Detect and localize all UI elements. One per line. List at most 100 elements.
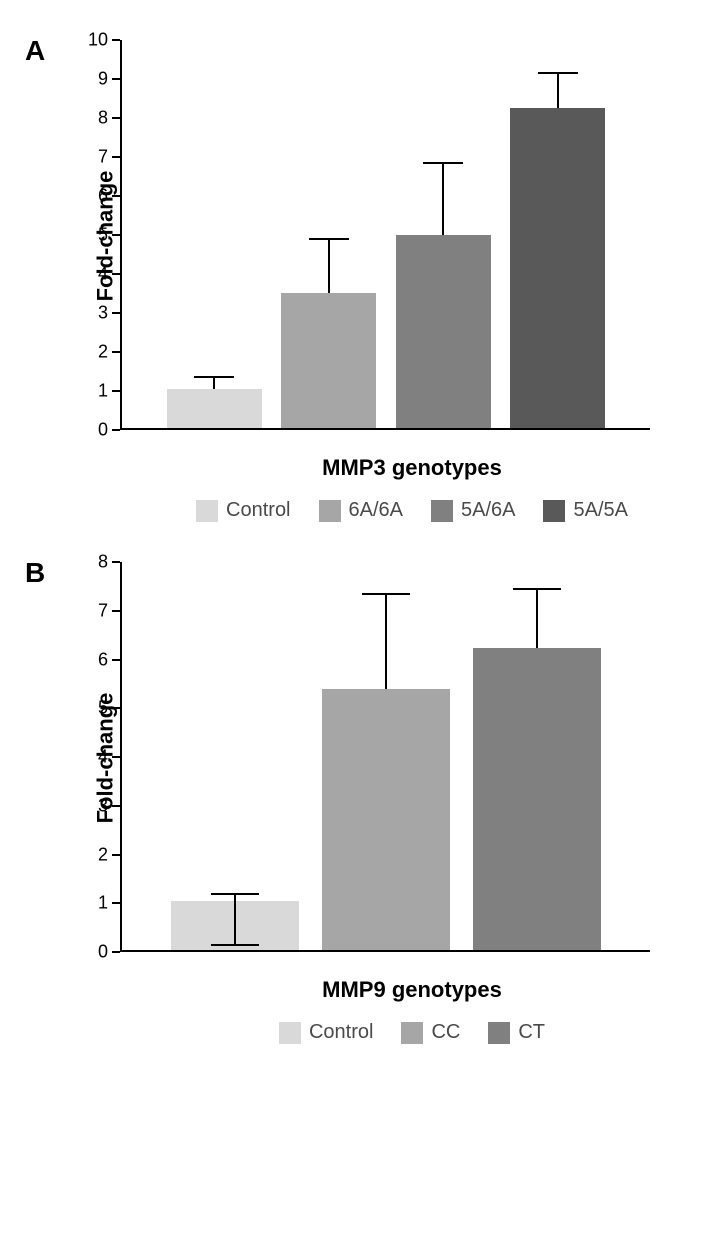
- y-tick: [112, 659, 120, 661]
- legend-item: 6A/6A: [319, 499, 403, 522]
- error-bar-up: [385, 594, 387, 689]
- y-tick-label: 0: [98, 942, 108, 963]
- y-tick-label: 5: [98, 225, 108, 246]
- y-tick: [112, 390, 120, 392]
- error-bar-up: [442, 163, 444, 235]
- panel-label-a: A: [25, 35, 45, 67]
- bars-container-b: [122, 562, 650, 950]
- plot-area-a: 012345678910: [120, 40, 650, 430]
- y-tick-label: 8: [98, 108, 108, 129]
- legend-swatch: [319, 500, 341, 522]
- bar: [510, 108, 605, 428]
- bar-slot: [310, 689, 461, 950]
- error-bar-up: [234, 894, 236, 901]
- y-tick: [112, 429, 120, 431]
- legend-swatch: [543, 500, 565, 522]
- y-tick-label: 6: [98, 649, 108, 670]
- y-tick: [112, 351, 120, 353]
- error-cap-up: [309, 238, 349, 240]
- y-tick-label: 3: [98, 303, 108, 324]
- legend-item: Control: [279, 1021, 373, 1044]
- y-tick-label: 0: [98, 420, 108, 441]
- legend-swatch: [488, 1022, 510, 1044]
- legend-label: 5A/5A: [573, 499, 627, 522]
- chart-b: B Fold-change 012345678 MMP9 genotypes C…: [20, 562, 704, 1044]
- y-tick: [112, 234, 120, 236]
- bar: [281, 293, 376, 428]
- legend-swatch: [279, 1022, 301, 1044]
- legend-item: CT: [488, 1021, 545, 1044]
- y-tick: [112, 756, 120, 758]
- error-bar-up: [328, 239, 330, 294]
- legend-item: CC: [401, 1021, 460, 1044]
- bar-slot: [159, 901, 310, 950]
- y-tick: [112, 610, 120, 612]
- legend-label: 5A/6A: [461, 499, 515, 522]
- y-tick: [112, 561, 120, 563]
- error-bar-up: [213, 377, 215, 389]
- bar-slot: [272, 293, 387, 428]
- y-tick-label: 4: [98, 264, 108, 285]
- error-bar-down: [234, 901, 236, 945]
- y-tick-label: 4: [98, 747, 108, 768]
- error-bar-up: [536, 589, 538, 648]
- panel-label-b: B: [25, 557, 45, 589]
- y-tick-label: 2: [98, 844, 108, 865]
- error-cap-up: [513, 588, 561, 590]
- y-tick: [112, 117, 120, 119]
- bar-slot: [501, 108, 616, 428]
- bar-slot: [462, 648, 613, 950]
- y-tick: [112, 195, 120, 197]
- legend-item: Control: [196, 499, 290, 522]
- y-tick: [112, 805, 120, 807]
- y-tick-label: 10: [88, 30, 108, 51]
- y-tick: [112, 951, 120, 953]
- y-tick-label: 7: [98, 147, 108, 168]
- x-axis-label-a: MMP3 genotypes: [120, 455, 704, 481]
- legend-label: CT: [518, 1021, 545, 1044]
- legend-label: Control: [226, 499, 290, 522]
- y-tick: [112, 78, 120, 80]
- legend-a: Control 6A/6A 5A/6A 5A/5A: [120, 499, 704, 522]
- bar: [167, 389, 262, 428]
- bar: [171, 901, 299, 950]
- error-cap-down: [211, 944, 259, 946]
- y-tick: [112, 707, 120, 709]
- error-cap-up: [194, 376, 234, 378]
- error-cap-up: [362, 593, 410, 595]
- legend-label: CC: [431, 1021, 460, 1044]
- y-tick-label: 6: [98, 186, 108, 207]
- y-tick: [112, 156, 120, 158]
- y-tick-label: 8: [98, 552, 108, 573]
- bar-slot: [157, 389, 272, 428]
- legend-swatch: [401, 1022, 423, 1044]
- y-tick-label: 7: [98, 600, 108, 621]
- legend-item: 5A/6A: [431, 499, 515, 522]
- legend-swatch: [196, 500, 218, 522]
- y-tick-label: 9: [98, 69, 108, 90]
- bar: [396, 235, 491, 428]
- y-tick: [112, 902, 120, 904]
- chart-b-wrap: Fold-change 012345678 MMP9 genotypes Con…: [120, 562, 704, 1044]
- error-bar-up: [557, 73, 559, 108]
- legend-b: Control CC CT: [120, 1021, 704, 1044]
- y-tick: [112, 312, 120, 314]
- x-axis-label-b: MMP9 genotypes: [120, 977, 704, 1003]
- chart-a: A Fold-change 012345678910 MMP3 genotype…: [20, 40, 704, 522]
- y-tick: [112, 854, 120, 856]
- legend-swatch: [431, 500, 453, 522]
- bar-slot: [386, 235, 501, 428]
- bars-container-a: [122, 40, 650, 428]
- legend-label: 6A/6A: [349, 499, 403, 522]
- bar: [322, 689, 450, 950]
- plot-area-b: 012345678: [120, 562, 650, 952]
- chart-a-wrap: Fold-change 012345678910 MMP3 genotypes …: [120, 40, 704, 522]
- legend-label: Control: [309, 1021, 373, 1044]
- y-tick-label: 1: [98, 893, 108, 914]
- legend-item: 5A/5A: [543, 499, 627, 522]
- y-tick: [112, 273, 120, 275]
- bar: [473, 648, 601, 950]
- error-cap-up: [423, 162, 463, 164]
- error-cap-up: [538, 72, 578, 74]
- y-tick: [112, 39, 120, 41]
